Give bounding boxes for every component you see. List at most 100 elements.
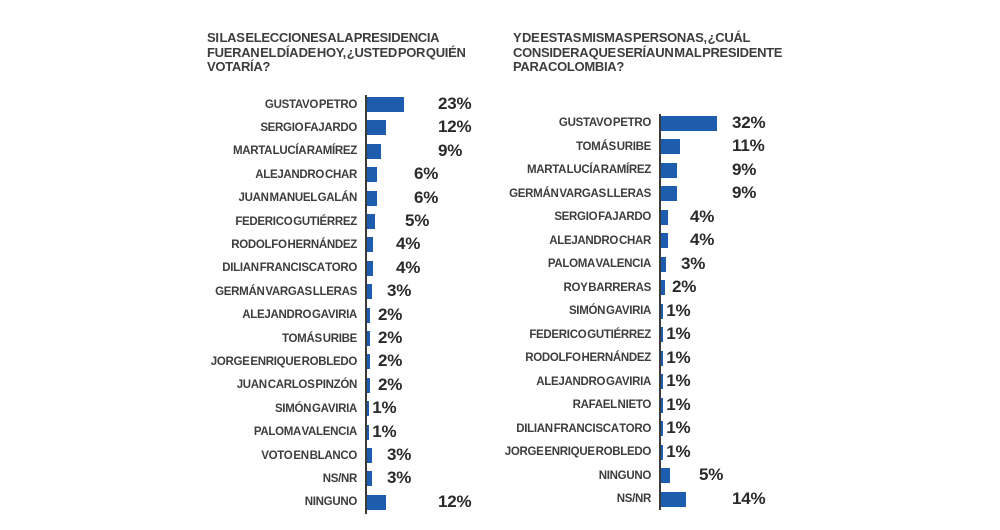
value-label: 32%	[732, 112, 766, 132]
axis-line	[365, 95, 367, 514]
value-label: 4%	[690, 206, 715, 226]
value-label: 5%	[405, 211, 430, 230]
category-label: SIMÓN GAVIRIA	[568, 305, 651, 318]
category-label: MARTA LUCÍA RAMÍREZ	[232, 145, 357, 158]
category-label: GERMÁN VARGAS LLERAS	[509, 187, 651, 200]
bar	[367, 424, 370, 440]
value-label: 3%	[387, 445, 412, 464]
title-line: Y DE ESTAS MISMAS PERSONAS, ¿CUÁL	[513, 30, 751, 45]
category-label: MARTA LUCÍA RAMÍREZ	[526, 164, 651, 177]
category-label: DILIAN FRANCISCA TORO	[516, 422, 651, 435]
category-label: NS/NR	[616, 493, 652, 506]
bar	[661, 303, 664, 319]
value-label: 2%	[672, 277, 697, 297]
bar	[661, 327, 664, 343]
value-label: 1%	[666, 324, 691, 344]
bar	[367, 260, 374, 276]
category-label: ALEJANDRO GAVIRIA	[536, 375, 651, 388]
value-label: 12%	[438, 117, 472, 137]
bar	[661, 421, 664, 437]
value-label: 2%	[378, 304, 403, 324]
category-label: ALEJANDRO GAVIRIA	[242, 309, 357, 322]
bar	[661, 256, 667, 272]
value-label: 11%	[732, 136, 765, 156]
category-label: JORGE ENRIQUE ROBLEDO	[210, 355, 358, 368]
bar	[367, 494, 387, 510]
bar	[367, 214, 375, 229]
bar	[661, 186, 677, 202]
category-label: VOTO EN BLANCO	[261, 449, 357, 462]
category-label: ROY BARRERAS	[563, 281, 652, 294]
category-label: GUSTAVO PETRO	[264, 98, 357, 111]
value-label: 4%	[396, 234, 421, 254]
value-label: 1%	[666, 371, 691, 391]
bar	[367, 237, 374, 253]
category-label: NINGUNO	[598, 469, 652, 482]
chart-question-title: SI LAS ELECCIONES A LA PRESIDENCIA FUERA…	[207, 30, 507, 75]
category-label: NS/NR	[322, 472, 358, 485]
category-label: TOMÁS URIBE	[282, 332, 357, 345]
category-label: ALEJANDRO CHAR	[255, 168, 357, 181]
value-label: 2%	[378, 374, 403, 394]
bar	[367, 448, 372, 463]
bar	[367, 354, 371, 370]
value-label: 3%	[387, 468, 412, 488]
bar	[661, 397, 664, 413]
title-line: PARA COLOMBIA?	[513, 59, 625, 74]
value-label: 1%	[372, 398, 397, 418]
category-label: JUAN CARLOS PINZÓN	[236, 379, 358, 392]
value-label: 6%	[414, 164, 439, 184]
value-label: 14%	[732, 488, 766, 508]
value-label: 12%	[438, 491, 472, 511]
category-label: GUSTAVO PETRO	[558, 117, 651, 130]
value-label: 9%	[732, 159, 757, 179]
value-label: 1%	[666, 394, 691, 414]
value-label: 3%	[681, 253, 706, 273]
bar	[367, 471, 372, 487]
axis-line	[659, 114, 661, 510]
title-line: CONSIDERA QUE SERÍA UN MAL PRESIDENTE	[513, 44, 783, 60]
value-label: 9%	[438, 140, 463, 160]
title-line: SI LAS ELECCIONES A LA PRESIDENCIA	[207, 30, 440, 45]
value-label: 1%	[666, 418, 691, 438]
category-label: TOMÁS URIBE	[576, 140, 651, 153]
title-line: FUERAN EL DÍA DE HOY, ¿USTED POR QUIÉN	[207, 44, 466, 60]
category-label: FEDERICO GUTIÉRREZ	[235, 215, 357, 228]
bar	[661, 209, 668, 225]
bar	[367, 190, 377, 206]
value-label: 3%	[387, 281, 412, 301]
bar	[661, 350, 664, 366]
category-label: SERGIO FAJARDO	[554, 211, 651, 224]
bar	[367, 331, 371, 346]
category-label: SERGIO FAJARDO	[260, 121, 357, 134]
bar	[367, 143, 382, 159]
bar	[367, 284, 372, 300]
bar	[661, 374, 664, 390]
bar	[661, 233, 668, 249]
title-line: VOTARÍA?	[207, 59, 271, 74]
bar	[661, 162, 677, 178]
chart-question-title: Y DE ESTAS MISMAS PERSONAS, ¿CUÁL CONSID…	[513, 30, 843, 75]
value-label: 4%	[396, 257, 421, 277]
value-label: 2%	[378, 328, 403, 347]
bar	[367, 377, 371, 393]
value-label: 1%	[666, 300, 691, 320]
category-label: RODOLFO HERNÁNDEZ	[231, 238, 357, 251]
value-label: 6%	[414, 187, 439, 207]
bar	[367, 307, 371, 323]
category-label: JORGE ENRIQUE ROBLEDO	[504, 446, 652, 459]
category-label: JUAN MANUEL GALÁN	[238, 192, 358, 205]
bar	[367, 120, 387, 136]
value-label: 1%	[666, 441, 691, 461]
category-label: PALOMA VALENCIA	[547, 258, 651, 271]
bar	[661, 444, 664, 460]
bar	[661, 115, 717, 131]
bar	[367, 97, 404, 112]
category-label: NINGUNO	[304, 496, 358, 509]
bar	[661, 468, 670, 484]
value-label: 4%	[690, 230, 715, 250]
value-label: 5%	[699, 465, 724, 485]
